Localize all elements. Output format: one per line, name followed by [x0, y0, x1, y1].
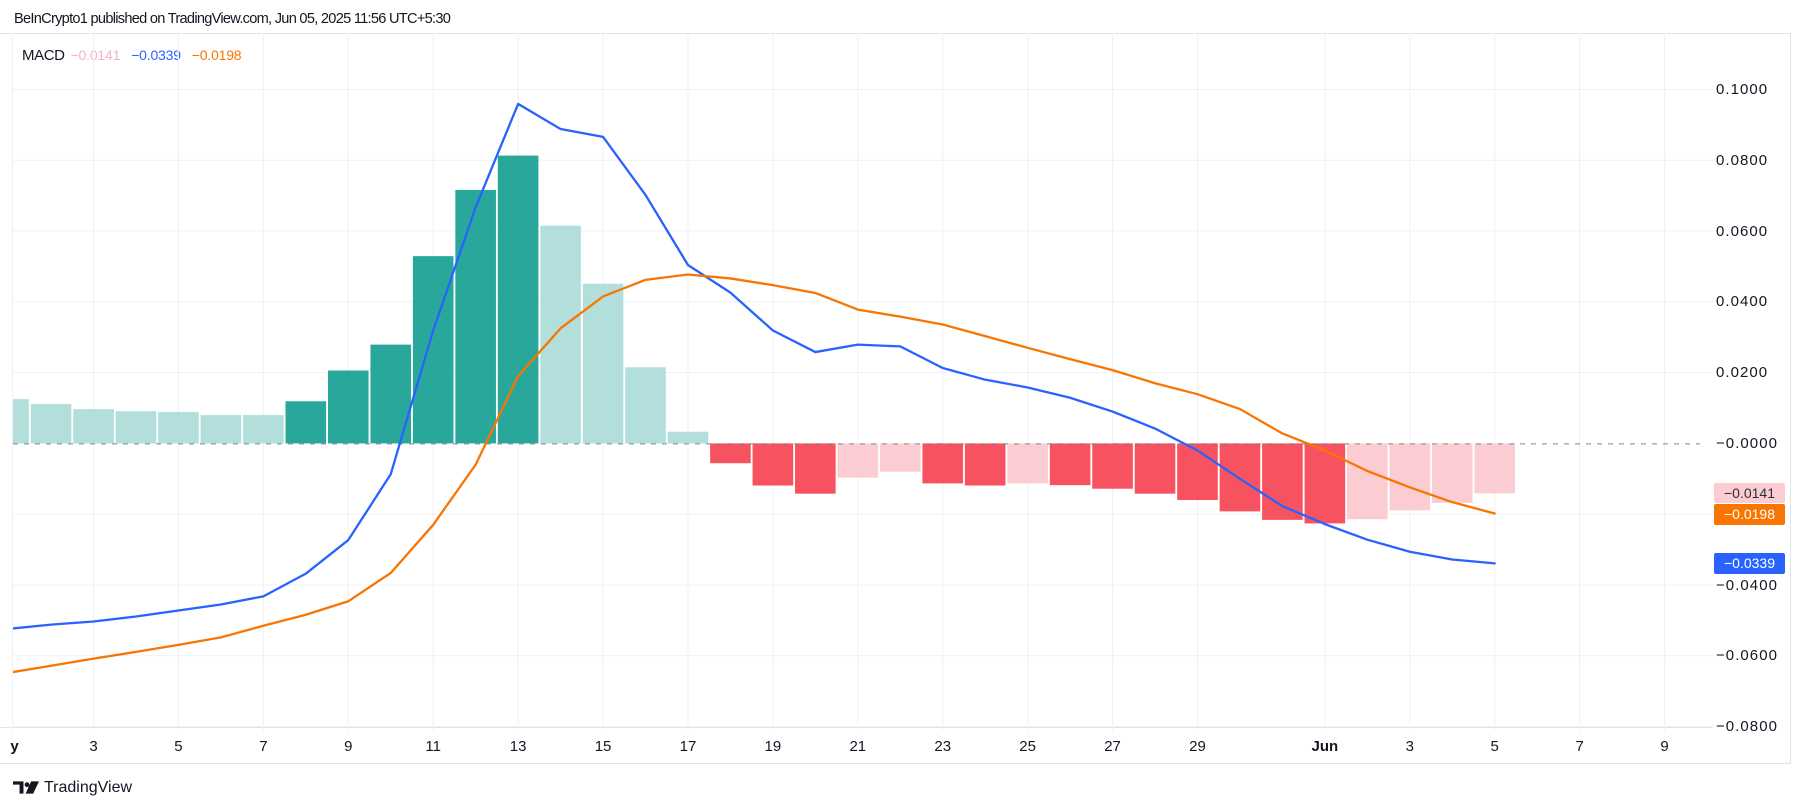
histogram-bar	[200, 415, 242, 444]
histogram-bar	[1134, 443, 1176, 494]
histogram-bar	[285, 401, 327, 444]
histogram-bar	[1347, 443, 1388, 520]
time-axis-label: 19	[764, 738, 782, 755]
tradingview-branding[interactable]: TradingView	[13, 778, 132, 797]
histogram-bar	[710, 443, 751, 464]
price-axis-label: −0.0600	[1716, 647, 1778, 665]
histogram-bar	[1474, 443, 1515, 494]
histogram-bar	[1049, 443, 1091, 486]
price-scale-right-border	[1790, 33, 1791, 764]
time-axis-label-month: Jun	[1311, 738, 1339, 755]
price-axis-label: 0.0200	[1716, 364, 1769, 382]
time-axis-label: 9	[1660, 738, 1669, 755]
price-axis-label: 0.0800	[1716, 151, 1769, 169]
header-attribution: BeInCrypto1 published on TradingView.com…	[14, 11, 451, 27]
histogram-bar	[497, 155, 539, 444]
time-axis-label: 3	[89, 738, 98, 755]
histogram-bar	[243, 415, 284, 444]
signal-line	[13, 273, 1496, 674]
time-axis-label: 3	[1405, 738, 1414, 755]
histogram-bar	[1304, 443, 1346, 524]
time-axis-label: 5	[174, 738, 183, 755]
histogram-bar	[795, 443, 836, 494]
histogram-bar	[1262, 443, 1303, 520]
indicator-name: MACD	[22, 47, 65, 64]
histogram-bar	[73, 409, 114, 444]
histogram-bar	[625, 367, 666, 444]
histogram-bar	[1431, 443, 1473, 503]
header-separator	[0, 33, 1791, 34]
histogram-bar	[582, 283, 624, 444]
price-badge-signal: −0.0198	[1714, 503, 1785, 525]
tradingview-brand-text: TradingView	[44, 779, 133, 796]
price-axis-label: 0.0600	[1716, 222, 1769, 240]
price-axis-label: 0.0400	[1716, 293, 1769, 311]
price-axis-label: −0.0800	[1716, 718, 1778, 736]
time-axis-label: 29	[1189, 738, 1206, 755]
price-axis-label: −0.0000	[1716, 434, 1778, 452]
chart-pane[interactable]	[0, 33, 1713, 731]
time-axis-label: 9	[344, 738, 353, 755]
legend-value-histogram: −0.0141	[70, 47, 121, 63]
time-axis-label: 23	[934, 738, 952, 755]
histogram-bar	[1007, 443, 1048, 484]
legend-value-signal: −0.0198	[191, 47, 242, 63]
histogram-bar	[540, 225, 581, 444]
histogram-bar	[837, 443, 879, 478]
time-axis-label: 17	[679, 738, 697, 755]
time-axis-label: 25	[1019, 738, 1036, 755]
time-axis-label: 13	[509, 738, 527, 755]
histogram-bar	[964, 443, 1006, 486]
time-axis-label: 5	[1490, 738, 1499, 755]
time-axis-label: 15	[594, 738, 612, 755]
time-axis-label: 21	[849, 738, 867, 755]
macd-line	[13, 102, 1496, 630]
price-axis-label: 0.1000	[1716, 80, 1769, 98]
histogram-bar	[1177, 443, 1218, 501]
time-axis-label: 7	[1575, 738, 1584, 755]
legend-value-macd: −0.0339	[131, 47, 181, 63]
pane-bottom-border	[0, 727, 1713, 728]
time-axis-label: 11	[425, 738, 441, 755]
histogram-bar	[1389, 443, 1431, 511]
price-axis-label: −0.0400	[1716, 576, 1778, 594]
histogram-bar	[327, 370, 369, 444]
histogram-bar	[158, 411, 199, 444]
time-axis-label: 7	[259, 738, 268, 755]
histogram-bar	[922, 443, 964, 484]
histogram-bar	[879, 443, 921, 472]
time-axis-bottom-border	[0, 763, 1790, 764]
histogram-bar	[667, 431, 709, 444]
tradingview-logo-icon	[13, 781, 39, 794]
histogram-bar	[1219, 443, 1261, 512]
histogram-bar	[752, 443, 794, 486]
histogram-bar	[412, 256, 454, 444]
histogram-bar	[30, 404, 72, 444]
histogram-bar	[13, 399, 29, 444]
histogram-bar	[115, 411, 157, 444]
price-badge-histogram: −0.0141	[1714, 483, 1785, 504]
time-axis-label-month: y	[10, 738, 19, 755]
histogram-bars	[13, 155, 1515, 524]
time-axis-label: 27	[1104, 738, 1121, 755]
histogram-bar	[1092, 443, 1133, 489]
histogram-bar	[455, 189, 496, 444]
horizontal-gridlines	[13, 88, 1713, 728]
price-badge-macd: −0.0339	[1714, 552, 1785, 575]
indicator-legend: MACD −0.0141 −0.0339 −0.0198	[22, 47, 252, 64]
